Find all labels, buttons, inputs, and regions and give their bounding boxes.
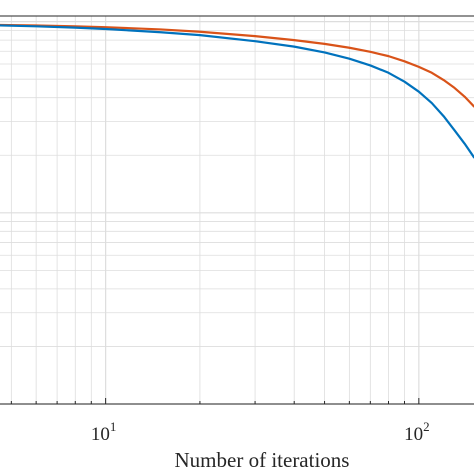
x-tick-label: 101 xyxy=(91,419,117,445)
series-layer xyxy=(0,23,474,159)
series-line-2 xyxy=(0,24,474,159)
axis-ticks xyxy=(10,398,420,404)
tick-exponent: 1 xyxy=(110,419,117,434)
axes-frame xyxy=(0,15,474,405)
series-line-1 xyxy=(0,23,474,108)
tick-base: 10 xyxy=(91,424,110,445)
x-tick-label: 102 xyxy=(404,419,430,445)
x-tick-labels: 101 102 xyxy=(91,419,430,445)
tick-base: 10 xyxy=(404,424,423,445)
grid xyxy=(0,16,474,405)
x-axis-label: Number of iterations xyxy=(175,448,350,472)
tick-exponent: 2 xyxy=(423,419,430,434)
